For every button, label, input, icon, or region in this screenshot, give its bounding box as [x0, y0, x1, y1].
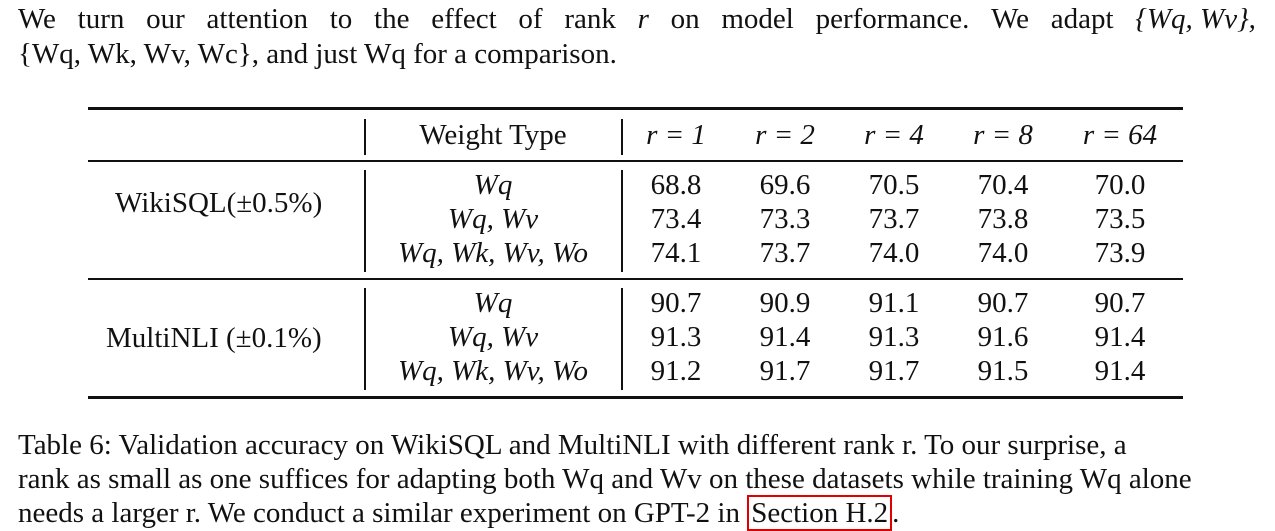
value-cell: 91.5: [977, 355, 1029, 387]
intro-word: the: [374, 3, 410, 35]
table-header-rule: [88, 160, 1183, 162]
table-bottom-rule: [88, 396, 1183, 399]
weight-type-cell: Wq, Wv: [447, 321, 539, 353]
header-rank-64: r = 64: [1082, 119, 1158, 151]
intro-line-2: {Wq, Wk, Wv, Wc}, and just Wq for a comp…: [18, 38, 617, 70]
vrule-group1-right: [621, 170, 623, 272]
intro-word: We: [991, 3, 1029, 35]
intro-word: our: [146, 3, 185, 35]
value-cell: 74.1: [650, 237, 702, 269]
caption-line-1: Table 6: Validation accuracy on WikiSQL …: [18, 429, 1127, 461]
table-caption: Table 6: Validation accuracy on WikiSQL …: [18, 428, 1256, 531]
value-cell: 91.3: [650, 321, 702, 353]
intro-word: attention: [206, 3, 308, 35]
caption-period: .: [892, 497, 900, 529]
intro-word: model: [721, 3, 794, 35]
value-cell: 68.8: [650, 169, 702, 201]
weight-type-cell: Wq: [473, 169, 513, 201]
table-top-rule: [88, 107, 1183, 110]
caption-line-3-text: needs a larger r. We conduct a similar e…: [18, 497, 740, 529]
value-cell: 73.3: [759, 203, 811, 235]
value-cell: 73.9: [1094, 237, 1146, 269]
value-cell: 91.6: [977, 321, 1029, 353]
value-cell: 74.0: [977, 237, 1029, 269]
intro-paragraph: We turn our attention to the effect of r…: [18, 2, 1256, 72]
weight-type-cell: Wq, Wv: [447, 203, 539, 235]
value-cell: 73.4: [650, 203, 702, 235]
value-cell: 91.4: [1094, 321, 1146, 353]
weight-type-cell: Wq, Wk, Wv, Wo: [397, 237, 589, 269]
value-cell: 69.6: [759, 169, 811, 201]
header-rank-8: r = 8: [973, 119, 1033, 151]
value-cell: 73.7: [759, 237, 811, 269]
intro-word: performance.: [815, 3, 970, 35]
intro-math-set: {Wq, Wv},: [1135, 3, 1256, 35]
value-cell: 91.7: [868, 355, 920, 387]
value-cell: 73.5: [1094, 203, 1146, 235]
value-cell: 90.7: [650, 287, 702, 319]
vrule-group2-right: [621, 288, 623, 390]
weight-type-cell: Wq: [473, 287, 513, 319]
value-cell: 91.4: [1094, 355, 1146, 387]
section-h2-link[interactable]: Section H.2: [747, 495, 893, 531]
intro-word: turn: [77, 3, 125, 35]
value-cell: 91.2: [650, 355, 702, 387]
caption-line-2: rank as small as one suffices for adapti…: [18, 463, 1192, 495]
value-cell: 74.0: [868, 237, 920, 269]
value-cell: 90.9: [759, 287, 811, 319]
dataset-label-wikisql: WikiSQL(±0.5%): [115, 187, 323, 219]
header-weight-type: Weight Type: [419, 119, 567, 151]
intro-word: rank: [564, 3, 616, 35]
vrule-group2-left: [364, 288, 366, 390]
intro-word: of: [518, 3, 543, 35]
intro-word: on: [670, 3, 700, 35]
value-cell: 70.4: [977, 169, 1029, 201]
value-cell: 91.1: [868, 287, 920, 319]
intro-word: to: [329, 3, 353, 35]
vrule-header-left: [364, 119, 366, 155]
value-cell: 90.7: [977, 287, 1029, 319]
value-cell: 91.3: [868, 321, 920, 353]
table-group-rule: [88, 278, 1183, 280]
value-cell: 91.4: [759, 321, 811, 353]
value-cell: 70.5: [868, 169, 920, 201]
value-cell: 90.7: [1094, 287, 1146, 319]
intro-math-r: r: [637, 3, 649, 35]
header-rank-1: r = 1: [646, 119, 706, 151]
dataset-label-multinli: MultiNLI (±0.1%): [106, 322, 322, 354]
intro-line-1: We turn our attention to the effect of r…: [18, 2, 1256, 37]
header-rank-2: r = 2: [755, 119, 815, 151]
value-cell: 73.7: [868, 203, 920, 235]
intro-word: effect: [431, 3, 497, 35]
intro-word: We: [18, 3, 56, 35]
value-cell: 70.0: [1094, 169, 1146, 201]
header-rank-4: r = 4: [864, 119, 924, 151]
weight-type-cell: Wq, Wk, Wv, Wo: [397, 355, 589, 387]
value-cell: 73.8: [977, 203, 1029, 235]
value-cell: 91.7: [759, 355, 811, 387]
intro-word: adapt: [1050, 3, 1114, 35]
vrule-group1-left: [364, 170, 366, 272]
vrule-header-right: [621, 119, 623, 155]
caption-line-3: needs a larger r. We conduct a similar e…: [18, 495, 1256, 531]
